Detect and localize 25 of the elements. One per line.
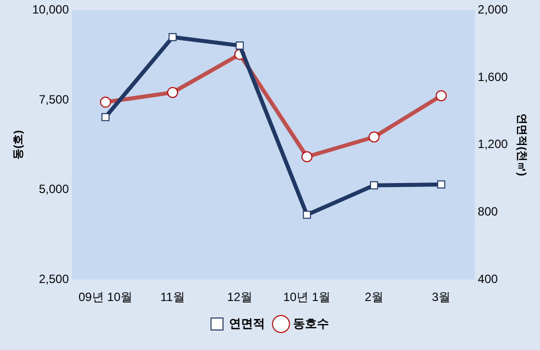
- point: [236, 42, 244, 50]
- x-tick-label: 12월: [227, 290, 252, 304]
- y2-axis-title: 연면적(천㎡): [515, 114, 528, 176]
- legend-label: 동호수: [293, 316, 329, 330]
- y2-tick-label: 400: [478, 272, 498, 286]
- point: [101, 113, 110, 122]
- point: [370, 181, 378, 190]
- x-tick-label: 2월: [364, 290, 384, 304]
- point: [168, 33, 177, 42]
- point: [302, 210, 311, 219]
- y2-tick-label: 2,000: [478, 2, 508, 17]
- x-tick-label: 10년 1월: [283, 290, 331, 304]
- x-tick-label: 11월: [160, 290, 185, 304]
- legend-label: 연면적: [229, 316, 265, 330]
- x-tick-label: 3월: [432, 290, 451, 304]
- y2-tick-label: 800: [478, 204, 498, 219]
- point: [437, 180, 446, 189]
- x-tick-label: 09년 10월: [78, 290, 132, 304]
- y-tick-label: 7,500: [38, 92, 70, 106]
- y-tick-label: 10,000: [32, 2, 70, 17]
- y2-tick-label: 1,600: [478, 70, 508, 84]
- y-tick-label: 5,000: [38, 182, 70, 196]
- y-axis-title: 동(호): [12, 130, 25, 160]
- y2-tick-label: 1,200: [478, 137, 508, 152]
- y-tick-label: 2,500: [38, 272, 70, 286]
